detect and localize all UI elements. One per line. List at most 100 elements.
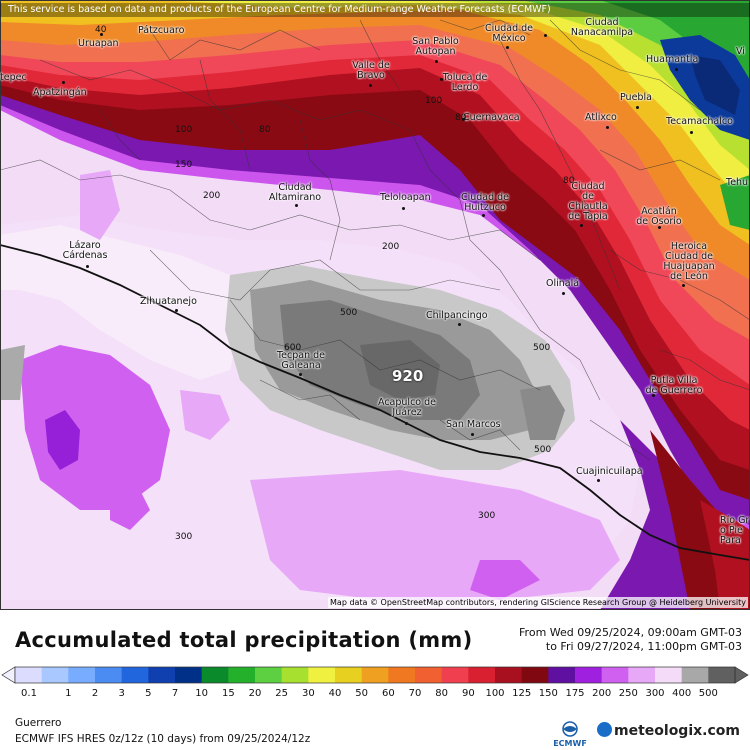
- scale-swatch: [68, 667, 96, 683]
- scale-tick-label: 20: [248, 688, 262, 699]
- scale-tick-label: 80: [435, 688, 449, 699]
- contour-label: 200: [382, 242, 400, 252]
- city-dot: [295, 204, 298, 207]
- city-label: Cuajinicuilapa: [576, 466, 643, 477]
- legend-title: Accumulated total precipitation (mm): [15, 628, 473, 652]
- city-dot: [402, 207, 405, 210]
- city-label: Teloloapan: [380, 192, 431, 203]
- city-label: Ciudad Nanacamilpa: [570, 17, 634, 38]
- scale-swatch: [361, 667, 389, 683]
- scale-tick-label: 175: [565, 688, 585, 699]
- scale-tick-label: 250: [618, 688, 638, 699]
- scale-tick-label: 60: [381, 688, 395, 699]
- city-label: Atlixco: [585, 112, 617, 123]
- city-dot: [175, 309, 178, 312]
- city-label: Acapulco de Juárez: [378, 397, 436, 418]
- city-label: Toluca de Lerdo: [442, 72, 488, 93]
- city-dot: [100, 33, 103, 36]
- contour-label: 500: [533, 343, 551, 353]
- city-dot: [440, 78, 443, 81]
- contour-label: 100: [175, 125, 193, 135]
- city-dot: [369, 84, 372, 87]
- city-dot: [652, 394, 655, 397]
- max-value-label: 920: [392, 367, 424, 385]
- scale-swatch: [228, 667, 256, 683]
- contour-label: 600: [284, 343, 302, 353]
- scale-tick-label: 90: [461, 688, 475, 699]
- city-dot: [580, 224, 583, 227]
- city-dot: [405, 422, 408, 425]
- city-dot: [506, 46, 509, 49]
- scale-swatch: [148, 667, 176, 683]
- period-range: From Wed 09/25/2024, 09:00am GMT-03 to F…: [519, 626, 742, 654]
- scale-tick-label: 25: [275, 688, 289, 699]
- contour-label: 500: [534, 445, 552, 455]
- city-label: Uruapan: [78, 38, 119, 49]
- edge-label: tepec: [0, 72, 27, 83]
- scale-swatch: [15, 667, 43, 683]
- scale-tick-label: 0.1: [21, 688, 37, 699]
- scale-swatch: [521, 667, 549, 683]
- scale-tick-label: 5: [145, 688, 152, 699]
- city-label: Putla Villa de Guerrero: [645, 375, 703, 396]
- scale-swatch: [335, 667, 363, 683]
- edge-label: Río Gr o Pie Para: [720, 515, 750, 546]
- scale-swatch: [95, 667, 123, 683]
- scale-swatch: [708, 667, 736, 683]
- contour-label: 80: [455, 113, 467, 123]
- city-dot: [544, 34, 547, 37]
- scale-outline: [14, 666, 736, 684]
- scale-arrow-right: [734, 666, 749, 684]
- scale-tick-label: 100: [485, 688, 505, 699]
- contour-label: 150: [175, 160, 193, 170]
- city-dot: [658, 226, 661, 229]
- city-label: Ciudad de Huitzuco: [460, 192, 510, 213]
- contour-label: 100: [425, 96, 443, 106]
- contour-label: 80: [259, 125, 271, 135]
- scale-swatch: [468, 667, 496, 683]
- scale-tick-label: 500: [698, 688, 718, 699]
- city-dot: [562, 292, 565, 295]
- scale-tick-label: 400: [672, 688, 692, 699]
- scale-swatch: [415, 667, 443, 683]
- city-dot: [606, 126, 609, 129]
- city-label: San Pablo Autopan: [412, 36, 459, 57]
- city-label: Pátzcuaro: [138, 25, 185, 36]
- scale-swatch: [681, 667, 709, 683]
- scale-swatch: [255, 667, 283, 683]
- scale-swatch: [201, 667, 229, 683]
- scale-swatch: [655, 667, 683, 683]
- precipitation-map[interactable]: [0, 0, 750, 610]
- city-label: Tecpan de Galeana: [276, 350, 326, 371]
- meteologix-brand[interactable]: meteologix.com: [597, 722, 740, 739]
- contour-label: 300: [478, 511, 496, 521]
- scale-tick-label: 3: [118, 688, 125, 699]
- scale-swatch: [628, 667, 656, 683]
- ecmwf-logo: ECMWF: [553, 721, 587, 748]
- city-label: Zihuatanejo: [140, 296, 197, 307]
- contour-label: 40: [95, 25, 107, 35]
- ecmwf-attribution: This service is based on data and produc…: [0, 3, 750, 17]
- scale-arrow-left: [1, 666, 16, 684]
- brand-label: meteologix.com: [614, 723, 740, 739]
- city-dot: [482, 214, 485, 217]
- city-dot: [597, 479, 600, 482]
- contour-label: 300: [175, 532, 193, 542]
- city-label: Heroica Ciudad de Huajuapan de León: [663, 241, 715, 282]
- contour-label: 200: [203, 191, 221, 201]
- scale-tick-label: 10: [195, 688, 209, 699]
- city-label: Puebla: [620, 92, 652, 103]
- scale-swatch: [495, 667, 523, 683]
- scale-tick-label: 50: [355, 688, 369, 699]
- contour-label: 80: [563, 176, 575, 186]
- city-dot: [675, 68, 678, 71]
- scale-swatch: [548, 667, 576, 683]
- scale-tick-label: 15: [221, 688, 235, 699]
- city-label: Ciudad de Chiautla de Tapia: [568, 181, 608, 222]
- period-from: From Wed 09/25/2024, 09:00am GMT-03: [519, 626, 742, 639]
- contour-label: 500: [340, 308, 358, 318]
- globe-icon: [597, 722, 612, 737]
- scale-swatch: [281, 667, 309, 683]
- city-label: Chilpancingo: [426, 310, 488, 321]
- city-label: Valle de Bravo: [352, 60, 390, 81]
